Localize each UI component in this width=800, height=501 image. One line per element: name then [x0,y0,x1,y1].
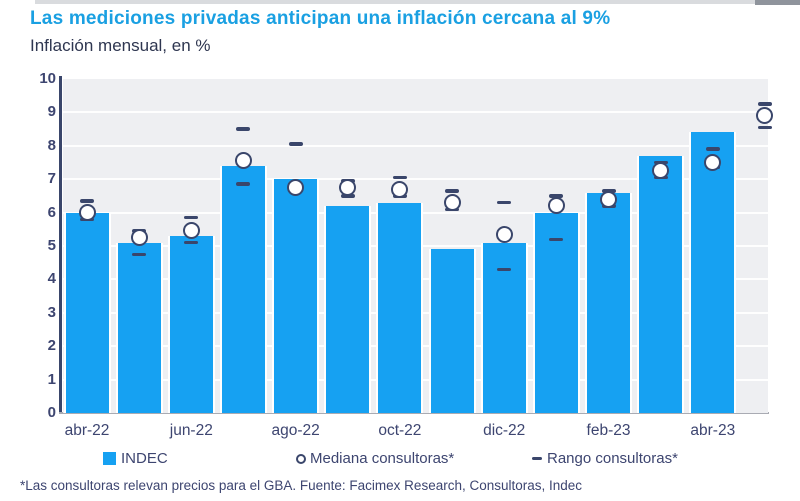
bar-abr-23 [689,132,737,413]
range-high-dash-ene-23 [549,194,564,198]
range-high-dash-dic-22 [497,200,512,205]
range-low-dash-ene-23 [549,237,564,242]
bar-oct-22 [376,202,424,413]
range-high-dash-abr-22 [80,199,94,203]
indec-square-swatch-icon [103,452,116,465]
x-tick-abr-23: abr-23 [690,422,736,439]
y-tick-0: 0 [47,404,56,421]
bar-jun-22 [167,235,215,413]
x-tick-ago-22: ago-22 [271,422,320,439]
median-circle-abr-22 [78,204,96,222]
range-high-dash-nov-22 [445,189,460,193]
range-high-dash-jun-22 [184,215,199,220]
range-low-dash-may-22 [132,252,147,257]
legend-mediana-label: Mediana consultoras* [310,450,455,467]
median-circle-nov-22 [443,194,461,212]
median-circle-ene-23 [547,197,565,215]
legend-item-mediana: Mediana consultoras* [296,450,454,467]
bar-dic-22 [480,242,528,413]
legend-indec-label: INDEC [121,450,168,467]
x-axis-line [59,412,769,414]
range-high-dash-jul-22 [236,127,251,131]
y-tick-4: 4 [47,270,56,288]
median-circle-may-22 [130,229,148,247]
bar-ene-23 [532,212,580,413]
median-circle-abr-23 [704,154,722,171]
legend-item-rango: Rango consultoras* [532,450,678,467]
bar-feb-23 [585,192,632,413]
chart-title: Las mediciones privadas anticipan una in… [30,8,611,29]
legend-rango-label: Rango consultoras* [547,450,678,467]
median-circle-dic-22 [495,225,513,243]
window-top-border-dark-segment [755,0,800,5]
range-low-dash-dic-22 [497,267,512,272]
y-axis-line [59,76,62,414]
gridline-7 [63,178,768,181]
y-tick-10: 10 [39,70,56,87]
bar-may-22 [115,242,163,413]
x-tick-abr-22: abr-22 [64,422,110,439]
bar-abr-22 [63,212,111,413]
x-tick-jun-22: jun-22 [169,422,213,439]
median-circle-jun-22 [182,222,200,240]
bar-nov-22 [428,249,476,413]
chart-subtitle: Inflación mensual, en % [30,36,211,55]
y-tick-7: 7 [47,170,56,188]
y-tick-8: 8 [47,136,56,154]
range-high-dash-abr-23 [705,147,720,151]
median-circle-may-23 [756,107,774,125]
gridline-8 [63,144,768,147]
y-tick-9: 9 [47,103,56,121]
y-tick-6: 6 [47,203,56,221]
y-tick-1: 1 [47,370,56,388]
plot-area [63,79,774,413]
median-circle-jul-22 [234,152,252,170]
legend-item-indec: INDEC [103,450,168,467]
median-circle-mar-23 [652,162,670,180]
rango-dash-swatch-icon [532,457,542,460]
median-circle-oct-22 [391,180,409,198]
gridline-9 [63,111,768,114]
median-circle-sep-22 [339,179,357,197]
range-high-dash-may-23 [757,102,772,106]
x-tick-feb-23: feb-23 [586,422,631,439]
bar-mar-23 [637,155,685,413]
source-footnote: *Las consultoras relevan precios para el… [20,478,583,493]
mediana-circle-swatch-icon [296,453,306,464]
range-low-dash-may-23 [757,125,772,130]
median-circle-ago-22 [287,179,305,197]
range-high-dash-oct-22 [392,175,407,180]
x-tick-dic-22: dic-22 [483,422,526,439]
bar-sep-22 [324,205,372,413]
bar-jul-22 [219,165,267,413]
x-tick-oct-22: oct-22 [378,422,422,439]
range-low-dash-jul-22 [236,182,251,186]
bar-ago-22 [272,179,320,413]
y-tick-5: 5 [47,237,56,254]
window-top-border [35,0,800,4]
y-tick-3: 3 [47,303,56,321]
median-circle-feb-23 [600,190,617,208]
range-high-dash-ago-22 [288,142,303,146]
y-tick-2: 2 [47,337,56,355]
range-low-dash-jun-22 [184,240,199,245]
